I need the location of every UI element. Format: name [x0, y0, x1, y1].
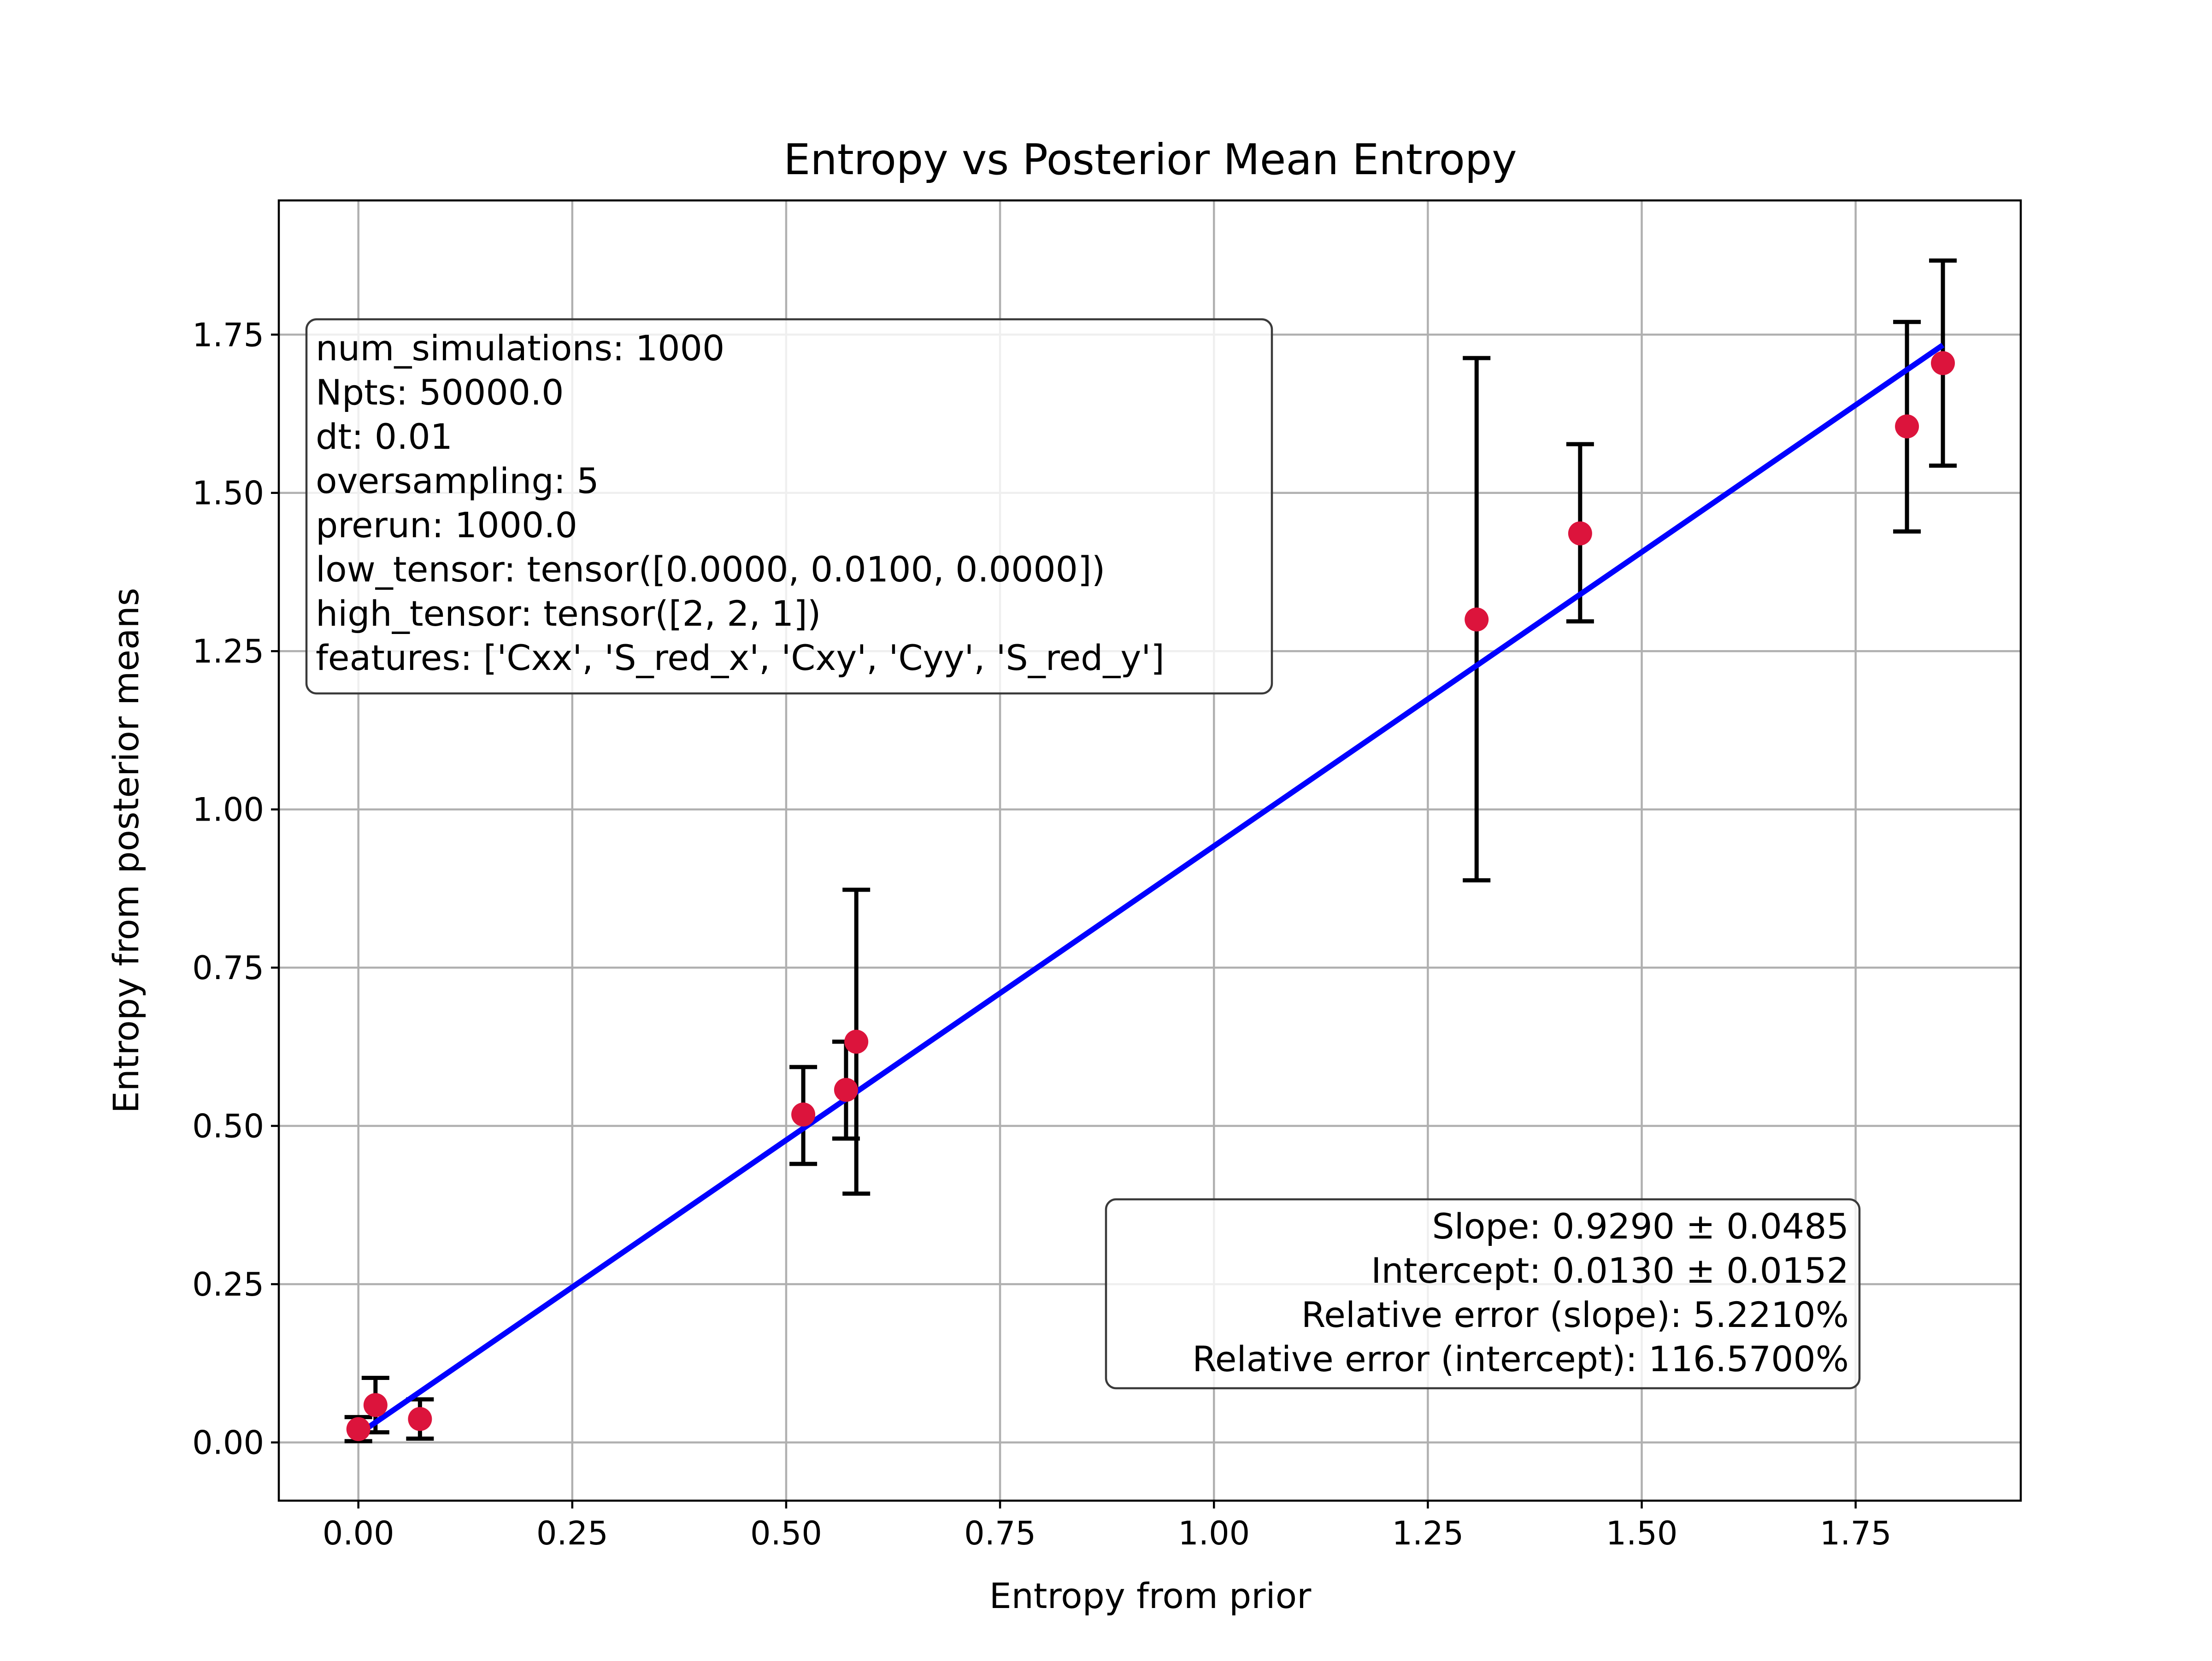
chart-title: Entropy vs Posterior Mean Entropy: [783, 135, 1517, 184]
y-axis-ticks: 0.00 0.25 0.50 0.75 1.00 1.25 1.50 1.75: [192, 316, 279, 1462]
y-tick-label: 0.50: [192, 1108, 264, 1145]
data-point: [1568, 521, 1592, 546]
data-point: [408, 1407, 432, 1431]
x-tick-label: 1.75: [1820, 1514, 1892, 1552]
params-line: low_tensor: tensor([0.0000, 0.0100, 0.00…: [316, 549, 1105, 590]
fit-box: Slope: 0.9290 ± 0.0485 Intercept: 0.0130…: [1105, 1198, 1861, 1390]
fit-line: [357, 342, 1945, 1437]
data-point: [844, 1029, 869, 1054]
y-tick-label: 1.50: [192, 475, 264, 512]
data-point: [363, 1393, 388, 1417]
data-point: [834, 1078, 858, 1102]
x-tick-label: 0.25: [536, 1514, 608, 1552]
fit-line-text: Relative error (slope): 5.2210%: [1301, 1294, 1849, 1335]
y-tick-label: 0.00: [192, 1424, 264, 1462]
params-line: num_simulations: 1000: [316, 328, 724, 369]
data-point: [1465, 607, 1489, 632]
fit-line-text: Intercept: 0.0130 ± 0.0152: [1371, 1250, 1849, 1291]
params-box: num_simulations: 1000 Npts: 50000.0 dt: …: [305, 318, 1273, 695]
params-line: features: ['Cxx', 'S_red_x', 'Cxy', 'Cyy…: [316, 637, 1165, 678]
x-tick-label: 0.75: [964, 1514, 1036, 1552]
params-box-frame: [305, 318, 1273, 695]
fit-line-text: Slope: 0.9290 ± 0.0485: [1432, 1206, 1849, 1247]
params-line: dt: 0.01: [316, 416, 453, 457]
params-line: oversampling: 5: [316, 460, 599, 501]
y-tick-label: 0.25: [192, 1266, 264, 1303]
x-tick-label: 1.50: [1606, 1514, 1678, 1552]
y-tick-label: 1.75: [192, 316, 264, 354]
params-line: high_tensor: tensor([2, 2, 1]): [316, 593, 821, 634]
params-line: Npts: 50000.0: [316, 372, 564, 413]
y-tick-label: 1.00: [192, 791, 264, 829]
data-point: [791, 1102, 816, 1127]
params-line: prerun: 1000.0: [316, 505, 577, 546]
x-axis-ticks: 0.00 0.25 0.50 0.75 1.00 1.25 1.50 1.75: [323, 1501, 1892, 1552]
x-tick-label: 1.00: [1178, 1514, 1250, 1552]
y-tick-label: 1.25: [192, 633, 264, 670]
data-point: [1931, 351, 1955, 376]
fit-box-frame: [1105, 1198, 1861, 1390]
y-tick-label: 0.75: [192, 949, 264, 987]
x-tick-label: 0.50: [750, 1514, 822, 1552]
x-tick-label: 0.00: [323, 1514, 394, 1552]
fit-line-text: Relative error (intercept): 116.5700%: [1192, 1338, 1849, 1379]
x-tick-label: 1.25: [1392, 1514, 1464, 1552]
fit-line-layer: [357, 342, 1945, 1437]
plot-frame: [277, 199, 2022, 1502]
data-point: [1895, 414, 1919, 439]
data-point: [346, 1417, 371, 1441]
error-bars: [344, 258, 1957, 1444]
x-axis-label: Entropy from prior: [989, 1575, 1312, 1616]
y-axis-label: Entropy from posterior means: [106, 588, 147, 1114]
data-points: [346, 351, 1955, 1441]
